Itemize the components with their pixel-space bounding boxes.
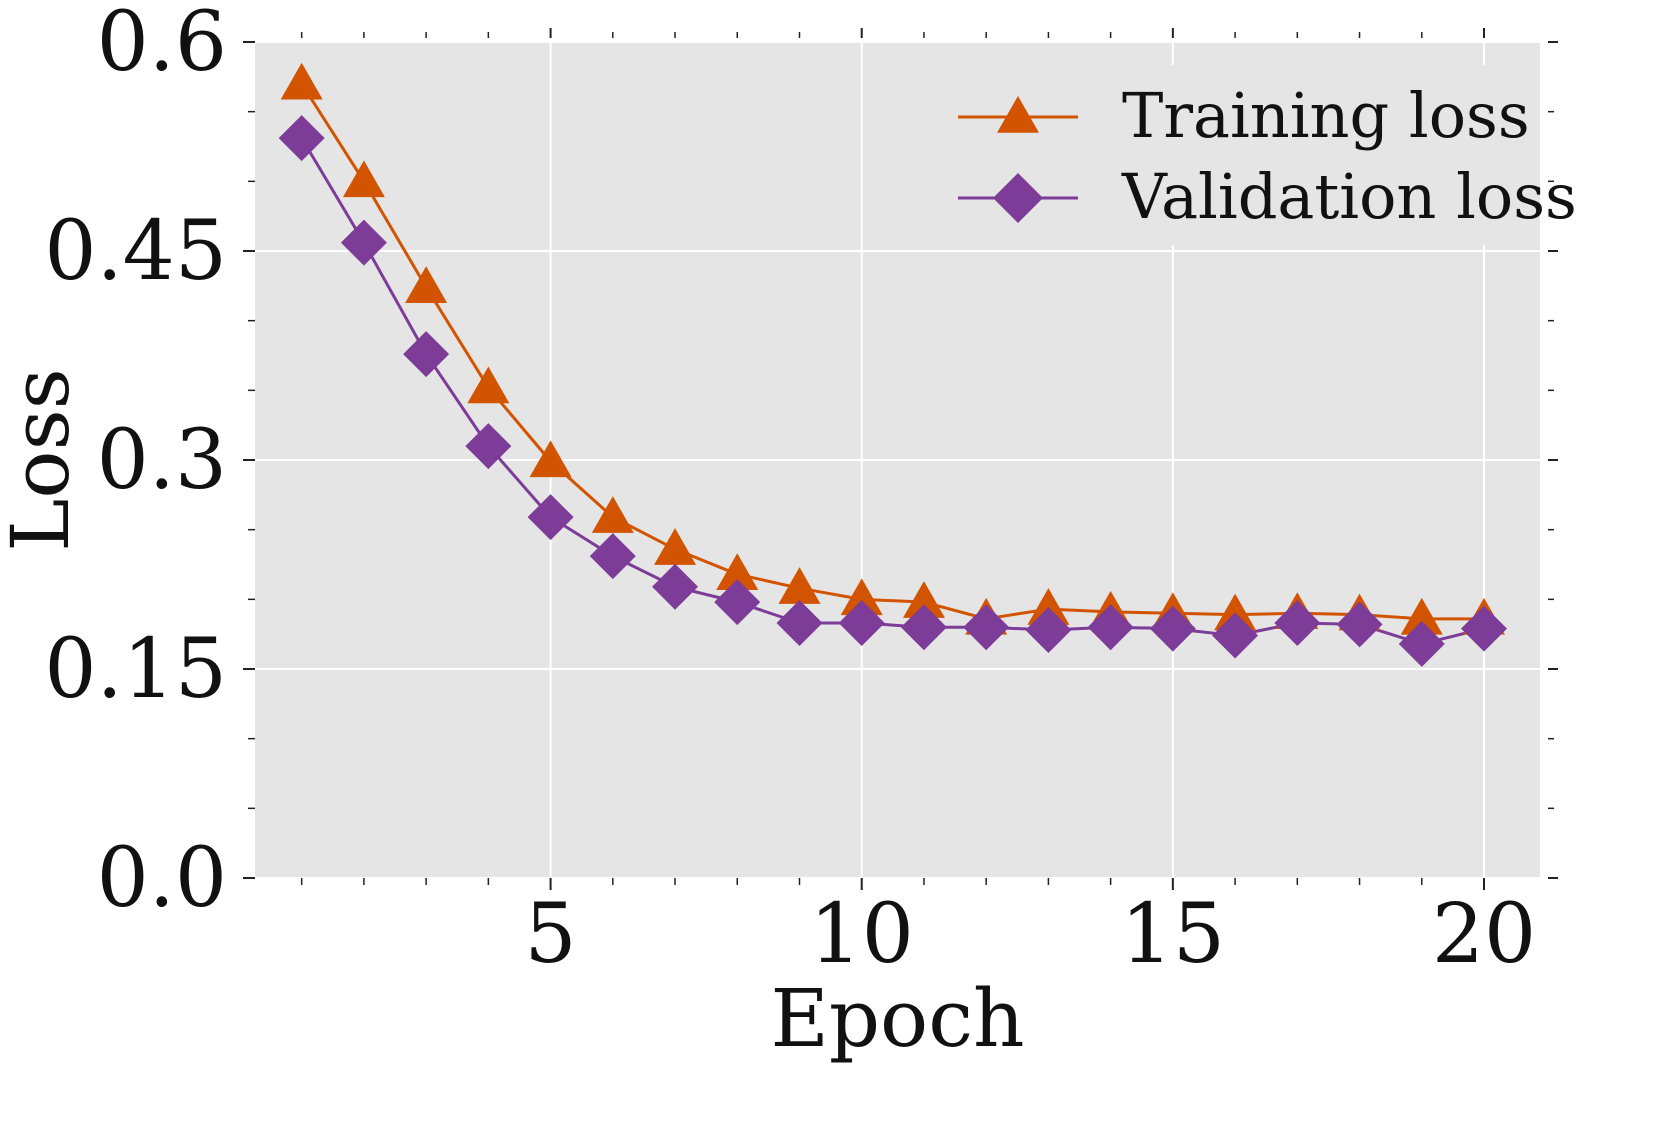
validation-point-marker [900, 604, 947, 651]
training-point-marker [716, 553, 759, 591]
validation-point-marker [1460, 605, 1507, 652]
legend-label-validation: Validation loss [1121, 160, 1577, 233]
training-point-marker [840, 578, 883, 616]
validation-point-marker [527, 494, 574, 541]
x-axis-title: Epoch [770, 972, 1024, 1065]
training-point-marker [654, 528, 697, 565]
training-point-marker [1214, 593, 1257, 631]
x-tick-label: 15 [1121, 887, 1225, 982]
axis-ticks: 0.0 0.15 0.3 0.45 0.6 5 10 15 20 [44, 0, 1558, 982]
validation-point-marker [714, 579, 761, 626]
training-point-marker [467, 366, 510, 404]
training-point-marker [280, 62, 323, 100]
validation-point-marker [776, 600, 823, 647]
training-point-marker [405, 266, 448, 303]
validation-point-marker [963, 604, 1010, 651]
x-tick-label: 20 [1432, 887, 1536, 982]
validation-point-marker [465, 423, 512, 470]
validation-point-marker [1149, 605, 1196, 652]
training-point-marker [778, 567, 821, 604]
x-tick-label: 10 [810, 887, 914, 982]
training-point-marker [591, 496, 634, 533]
validation-point-marker [340, 219, 387, 266]
training-point-marker [902, 581, 945, 618]
training-point-marker [1400, 597, 1443, 635]
y-tick-label: 0.0 [97, 831, 227, 926]
training-point-marker [342, 160, 385, 198]
validation-point-marker [1398, 620, 1445, 667]
validation-point-marker [403, 331, 450, 378]
legend-label-training: Training loss [1122, 79, 1530, 152]
y-axis-title: Loss [0, 368, 87, 551]
validation-point-marker [1274, 600, 1321, 647]
series-layer [278, 62, 1507, 667]
x-tick-label: 5 [524, 887, 576, 982]
validation-point-marker [652, 563, 699, 610]
validation-point-marker [1212, 612, 1259, 659]
legend: Training loss Validation loss [930, 65, 1577, 245]
validation-point-marker [838, 600, 885, 647]
validation-point-marker [278, 115, 325, 162]
y-tick-label: 0.15 [44, 622, 227, 717]
validation-point-marker [589, 533, 636, 580]
y-tick-label: 0.45 [44, 204, 227, 299]
y-tick-label: 0.6 [97, 0, 227, 90]
validation-point-marker [1336, 601, 1383, 648]
training-point-marker [1027, 588, 1070, 625]
legend-marker-training-triangle [997, 96, 1039, 133]
y-tick-label: 0.3 [97, 413, 227, 508]
legend-box [930, 65, 1520, 245]
validation-point-marker [1087, 604, 1134, 651]
legend-marker-validation-diamond [993, 173, 1043, 223]
validation-point-marker [1025, 606, 1072, 653]
training-point-marker [529, 440, 572, 478]
